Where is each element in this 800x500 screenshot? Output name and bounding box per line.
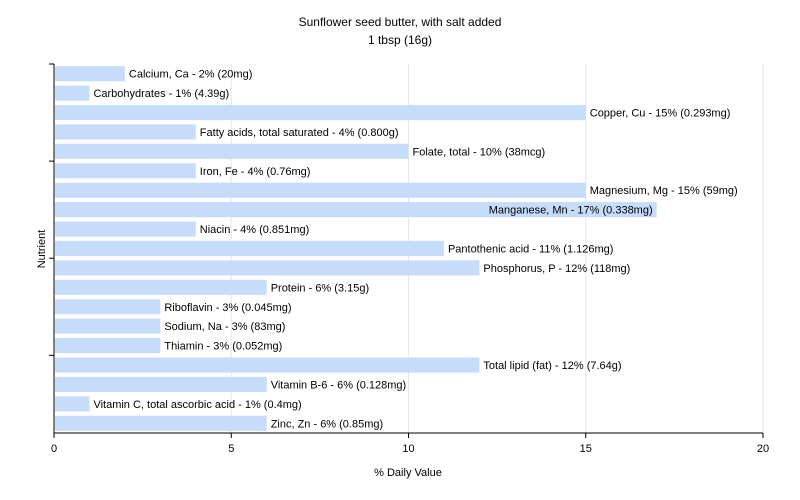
bar [55,143,409,159]
bar-label: Fatty acids, total saturated - 4% (0.800… [200,127,399,139]
bar-label: Phosphorus, P - 12% (118mg) [483,263,630,275]
bar [55,338,161,354]
bar-label: Calcium, Ca - 2% (20mg) [129,69,252,81]
bar [55,124,196,140]
bar-label: Sodium, Na - 3% (83mg) [164,321,285,333]
bar-label: Zinc, Zn - 6% (0.85mg) [271,418,383,430]
bar [55,182,586,198]
bar [55,396,90,412]
x-tick-label: 0 [51,443,57,455]
chart-subtitle: 1 tbsp (16g) [367,33,433,47]
bar-label: Carbohydrates - 1% (4.39g) [93,88,229,100]
x-tick-label: 10 [402,443,414,455]
bar-label: Thiamin - 3% (0.052mg) [164,341,282,353]
bar-label: Riboflavin - 3% (0.045mg) [164,302,291,314]
bar [55,240,444,257]
bar [55,66,125,82]
bar [55,376,267,393]
bar-label: Iron, Fe - 4% (0.76mg) [200,166,311,178]
x-tick-labels: 0 5 10 15 20 [51,443,769,455]
bar-label: Total lipid (fat) - 12% (7.64g) [483,360,621,372]
bar-label: Niacin - 4% (0.851mg) [200,224,309,236]
bar-label: Copper, Cu - 15% (0.293mg) [590,108,731,120]
bar [55,415,267,431]
bar [55,260,480,276]
bar-label: Vitamin C, total ascorbic acid - 1% (0.4… [93,399,301,411]
axes [49,63,764,438]
bar [55,104,586,121]
bar-label: Folate, total - 10% (38mcg) [413,146,546,158]
x-axis-label: % Daily Value [374,467,442,479]
chart-title: Sunflower seed butter, with salt added [298,15,502,29]
x-tick-label: 20 [757,443,769,455]
bar [55,318,161,334]
bar-label: Vitamin B-6 - 6% (0.128mg) [271,379,407,391]
bar [55,221,196,237]
bars: Calcium, Ca - 2% (20mg) Carbohydrates - 1… [55,66,738,431]
bar-label: Pantothenic acid - 11% (1.126mg) [448,244,614,256]
bar-label: Manganese, Mn - 17% (0.338mg) [489,205,653,217]
bar [55,202,657,218]
bar [55,299,161,315]
bar [55,279,267,295]
x-tick-label: 5 [228,443,234,455]
bar-label: Protein - 6% (3.15g) [271,282,369,294]
bar-label: Magnesium, Mg - 15% (59mg) [590,185,738,197]
bar [55,163,196,179]
bar [55,85,90,101]
x-tick-label: 15 [580,443,592,455]
y-axis-label: Nutrient [36,230,48,269]
bar [55,357,480,373]
